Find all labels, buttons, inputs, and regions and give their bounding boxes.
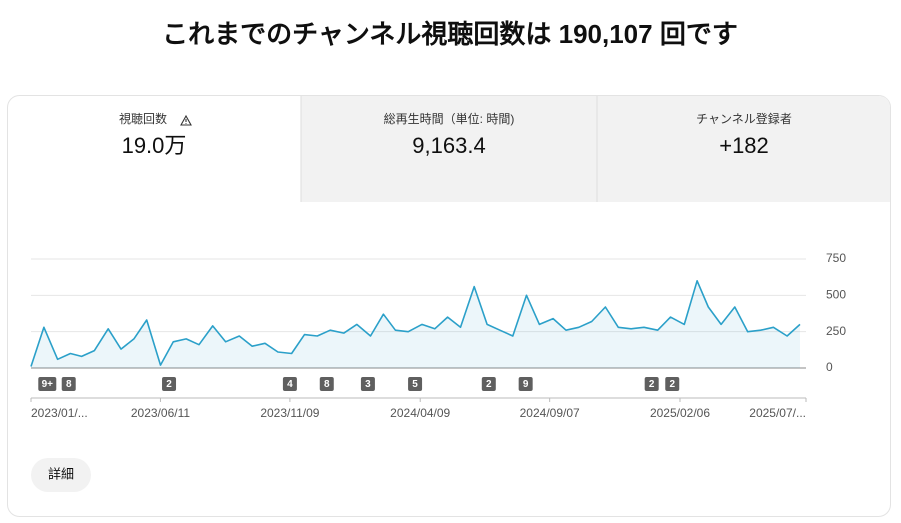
annotation-label: 9 <box>523 379 529 390</box>
warning-icon <box>180 114 192 126</box>
y-tick-label: 250 <box>826 324 846 338</box>
annotation-label: 8 <box>324 379 330 390</box>
annotation-label: 2 <box>649 379 655 390</box>
annotation-badge <box>644 377 659 391</box>
annotation-marker[interactable]: 2 <box>665 377 680 391</box>
annotation-badge <box>282 377 297 391</box>
x-tick-label: 2025/07/... <box>749 406 806 420</box>
tab-label: 視聴回数 <box>119 111 167 126</box>
annotation-badge <box>408 377 423 391</box>
annotation-badge <box>665 377 680 391</box>
annotation-label: 2 <box>166 379 172 390</box>
annotation-label: 2 <box>669 379 675 390</box>
annotation-marker[interactable]: 2 <box>481 377 496 391</box>
annotation-marker[interactable]: 5 <box>408 377 423 391</box>
annotation-badge <box>360 377 375 391</box>
area <box>31 280 800 368</box>
annotation-marker[interactable]: 4 <box>282 377 297 391</box>
annotation-badge <box>61 377 76 391</box>
annotation-label: 2 <box>486 379 492 390</box>
tab-value: 9,163.4 <box>412 133 485 158</box>
x-tick-label: 2023/06/11 <box>131 406 190 420</box>
chart: 0 250 500 750 2023/01/... 2023/06/11 2023/11/0… <box>30 251 846 420</box>
annotation-badge <box>518 377 533 391</box>
annotation-marker[interactable]: 3 <box>360 377 375 391</box>
annotation-label: 5 <box>412 379 418 390</box>
tab-label: チャンネル登録者 <box>696 111 792 126</box>
annotation-marker[interactable]: 2 <box>162 377 177 391</box>
annotation-label: 9+ <box>42 379 54 390</box>
annotation-marker[interactable]: 9+ <box>38 377 57 391</box>
annotation-badge <box>38 377 57 391</box>
y-tick-label: 500 <box>826 288 846 302</box>
tab-value: 19.0万 <box>122 133 187 158</box>
annotation-badge <box>481 377 496 391</box>
x-tick-label: 2025/02/06 <box>650 406 710 420</box>
tab-label: 総再生時間（単位: 時間) <box>384 111 515 126</box>
x-tick-label: 2023/11/09 <box>260 406 319 420</box>
annotation-label: 3 <box>365 379 371 390</box>
annotation-marker[interactable]: 8 <box>319 377 334 391</box>
x-tick-label: 2024/04/09 <box>390 406 450 420</box>
x-tick-label: 2023/01/... <box>31 406 88 420</box>
x-tick-label: 2024/09/07 <box>520 406 580 420</box>
tab-background <box>301 96 890 202</box>
y-tick-label: 750 <box>826 251 846 265</box>
annotation-badge <box>162 377 177 391</box>
tab[interactable]: チャンネル登録者 +182 <box>696 111 792 158</box>
details-button[interactable]: 詳細 <box>31 458 91 492</box>
line <box>30 280 801 367</box>
annotation-label: 4 <box>287 379 293 390</box>
tab-value: +182 <box>719 133 769 158</box>
button-background <box>31 458 91 492</box>
annotation-marker[interactable]: 2 <box>644 377 659 391</box>
annotation-marker[interactable]: 8 <box>61 377 76 391</box>
y-tick-label: 0 <box>826 360 833 374</box>
page-title: これまでのチャンネル視聴回数は 190,107 回です <box>162 19 738 49</box>
tab[interactable]: 視聴回数 19.0万 <box>119 111 192 158</box>
button-label: 詳細 <box>48 466 74 481</box>
annotation-marker[interactable]: 9 <box>518 377 533 391</box>
annotation-label: 8 <box>66 379 72 390</box>
annotation-badge <box>319 377 334 391</box>
tab[interactable]: 総再生時間（単位: 時間) 9,163.4 <box>384 111 515 158</box>
